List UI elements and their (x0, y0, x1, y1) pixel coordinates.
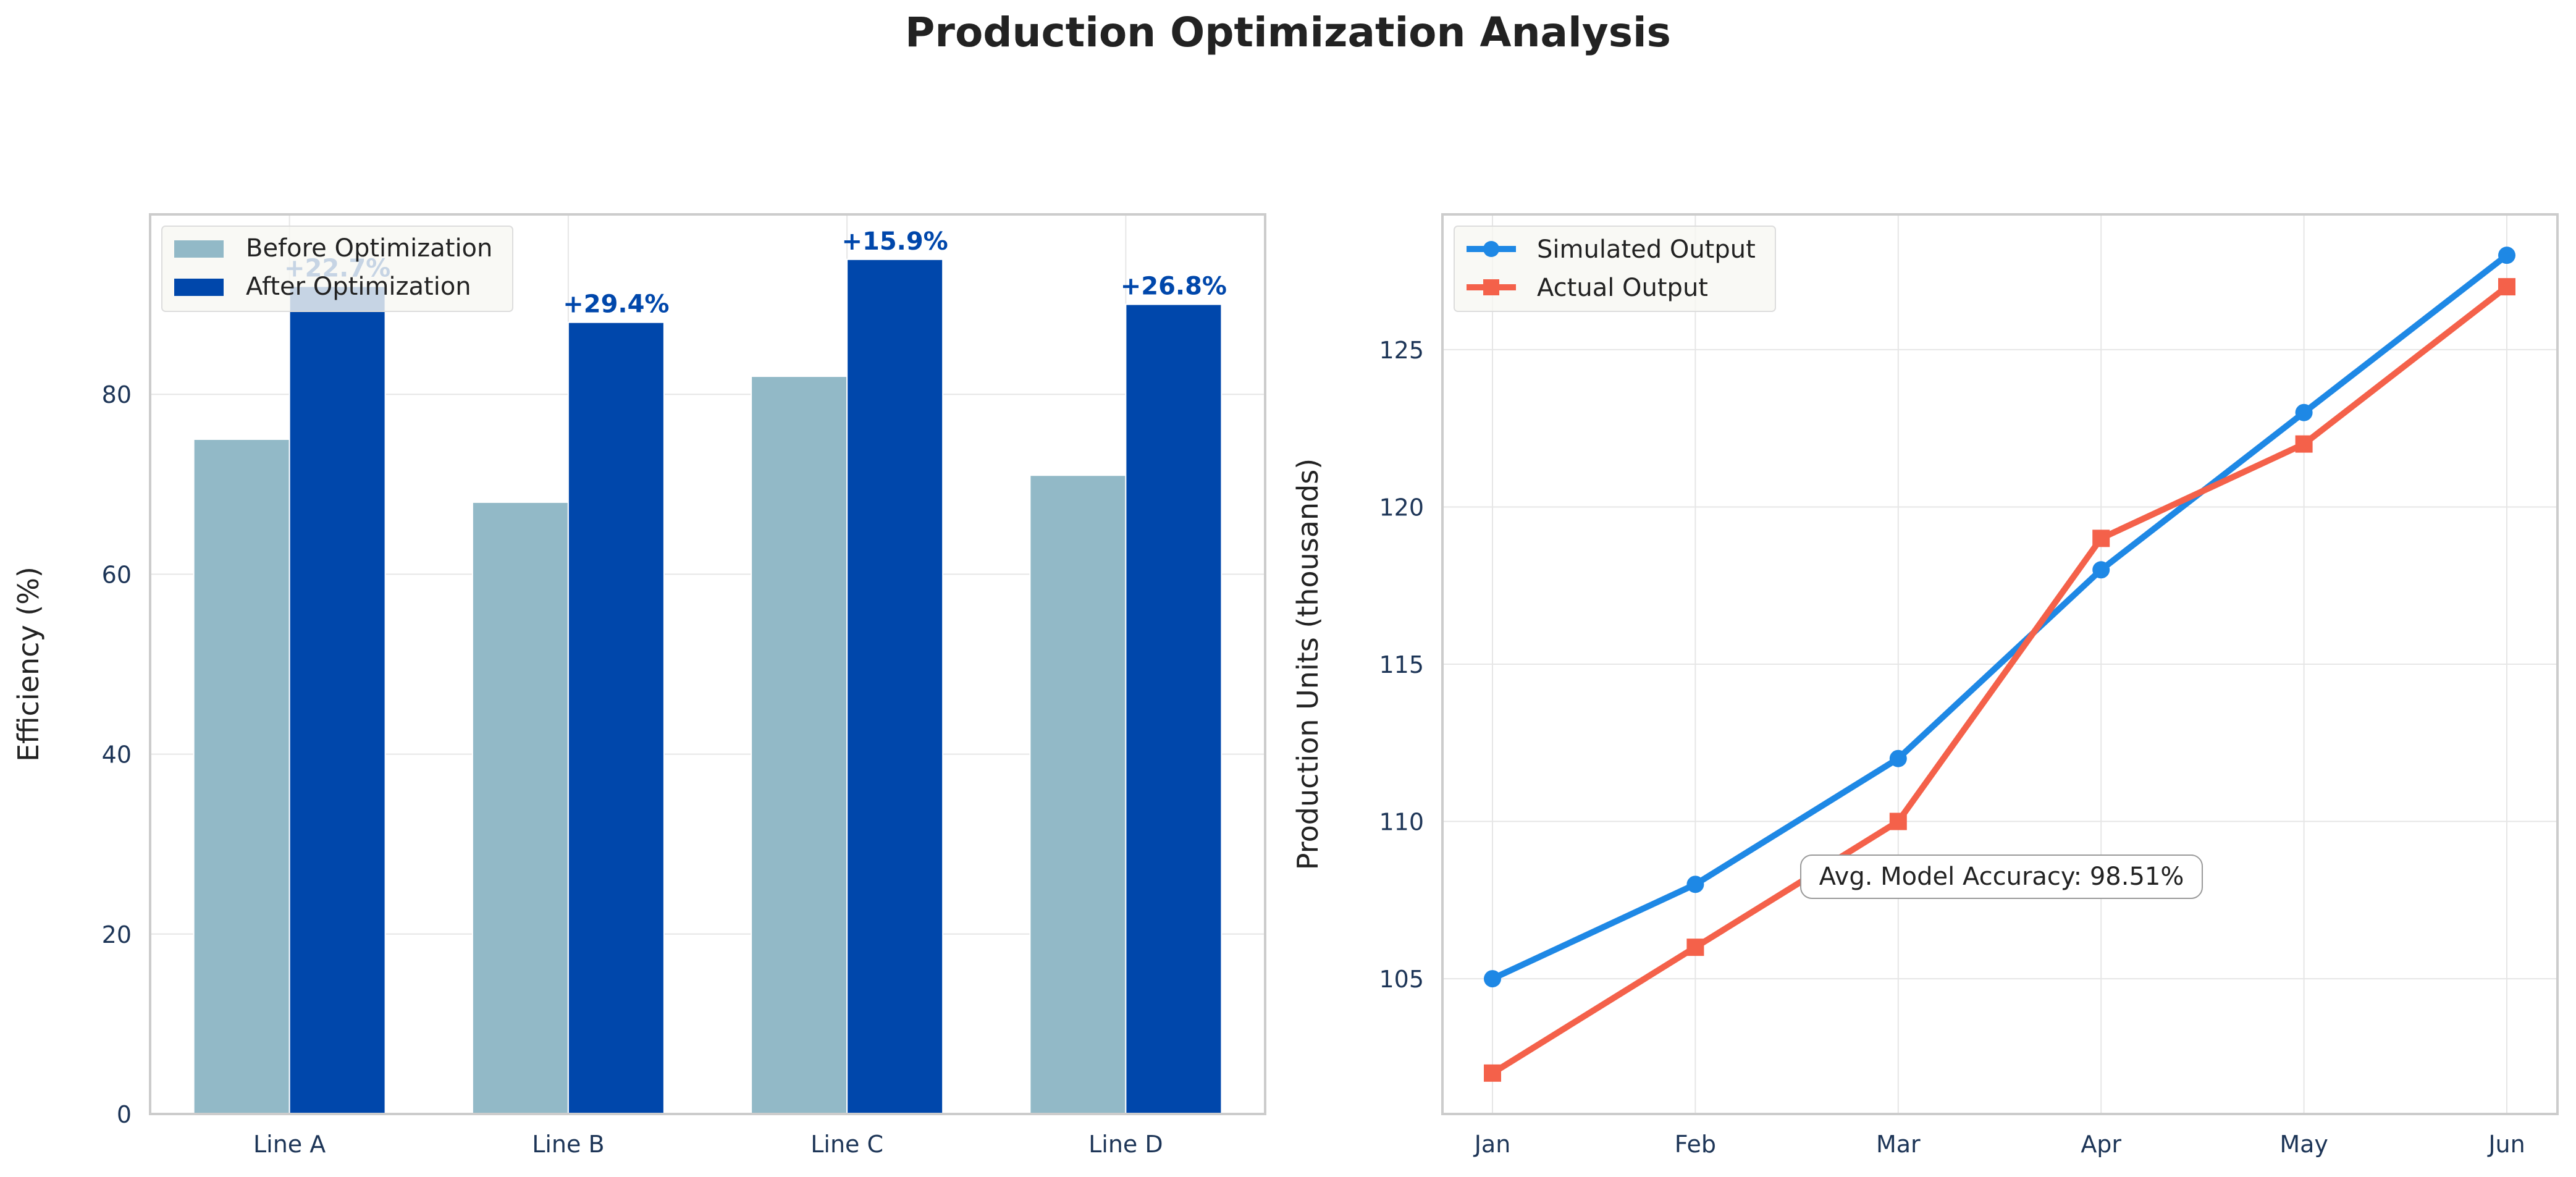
legend-marker-simulated (1483, 241, 1499, 257)
accuracy-annotation-box (1800, 854, 2203, 899)
x-tick-label: Apr (2081, 1131, 2121, 1158)
legend-box (161, 226, 513, 312)
x-tick-label: Mar (1876, 1131, 1921, 1158)
actual-output-point (2295, 435, 2313, 453)
y-tick-label: 120 (1379, 494, 1424, 521)
y-tick-label: 110 (1379, 809, 1424, 836)
x-tick-label: Line D (1088, 1131, 1163, 1158)
legend-label-simulated: Simulated Output (1537, 235, 1756, 264)
y-tick-label: 40 (102, 741, 132, 769)
actual-output-line (1491, 284, 2509, 1076)
legend-label-before: Before Optimization (246, 234, 492, 263)
plot-frame (1441, 213, 2559, 1115)
legend-box (1454, 226, 1776, 312)
actual-output-point (1889, 812, 1907, 830)
x-tick-label: Line A (253, 1131, 326, 1158)
bar-after (1125, 303, 1223, 1115)
legend: Simulated Output Actual Output (1454, 226, 1776, 312)
simulated-output-point (1889, 749, 1907, 767)
actual-output-point (1686, 939, 1704, 956)
actual-output-point (2092, 529, 2110, 547)
x-tick-label: Line B (532, 1131, 604, 1158)
simulated-output-point (1686, 875, 1704, 893)
y-tick-label: 105 (1379, 966, 1424, 993)
y-tick-label: 20 (102, 921, 132, 948)
simulated-output-point (2295, 403, 2313, 421)
legend-label-after: After Optimization (246, 272, 471, 301)
simulated-output-point (1484, 970, 1501, 988)
bar-after (846, 258, 944, 1115)
bar-after (288, 285, 386, 1115)
bar-gain-label: +15.9% (841, 227, 948, 256)
x-tick-label: May (2279, 1131, 2328, 1158)
x-tick-label: Jan (1473, 1131, 1511, 1158)
y-tick-label: 125 (1379, 337, 1424, 364)
simulated-output-point (2092, 561, 2110, 579)
simulated-output-point (2498, 247, 2515, 264)
figure-title: Production Optimization Analysis (905, 9, 1671, 56)
y-axis-label: Production Units (thousands) (1291, 458, 1324, 870)
x-tick-label: Line C (810, 1131, 883, 1158)
bar-gain-label: +26.8% (1121, 272, 1227, 301)
bar-gain-label: +29.4% (563, 290, 669, 319)
actual-output-point (2498, 278, 2515, 296)
bar-before (751, 376, 848, 1115)
y-tick-label: 60 (102, 561, 132, 588)
legend: Before Optimization After Optimization (161, 226, 513, 312)
legend-label-actual: Actual Output (1537, 274, 1708, 302)
y-axis-label: Efficiency (%) (12, 567, 45, 762)
simulated-output-line (1491, 253, 2509, 982)
legend-swatch-after (174, 279, 224, 296)
bar-after (567, 321, 665, 1115)
accuracy-annotation: Avg. Model Accuracy: 98.51% (1800, 854, 2203, 899)
x-tick-label: Feb (1675, 1131, 1716, 1158)
plot-frame (149, 213, 1266, 1115)
y-tick-label: 115 (1379, 651, 1424, 678)
accuracy-annotation-text: Avg. Model Accuracy: 98.51% (1819, 863, 2184, 891)
line-chart-production: 105 110 115 120 125 Jan Feb Mar Apr May Jun Avg. Mo… (1291, 213, 2559, 1158)
bar-before (471, 501, 569, 1115)
bar-before (1029, 475, 1127, 1115)
y-tick-label: 0 (117, 1101, 132, 1128)
legend-marker-actual (1483, 279, 1499, 295)
actual-output-point (1484, 1064, 1501, 1082)
bar-before (193, 439, 290, 1115)
y-tick-label: 80 (102, 381, 132, 408)
legend-swatch-before (174, 240, 224, 258)
x-tick-label: Jun (2487, 1131, 2525, 1158)
